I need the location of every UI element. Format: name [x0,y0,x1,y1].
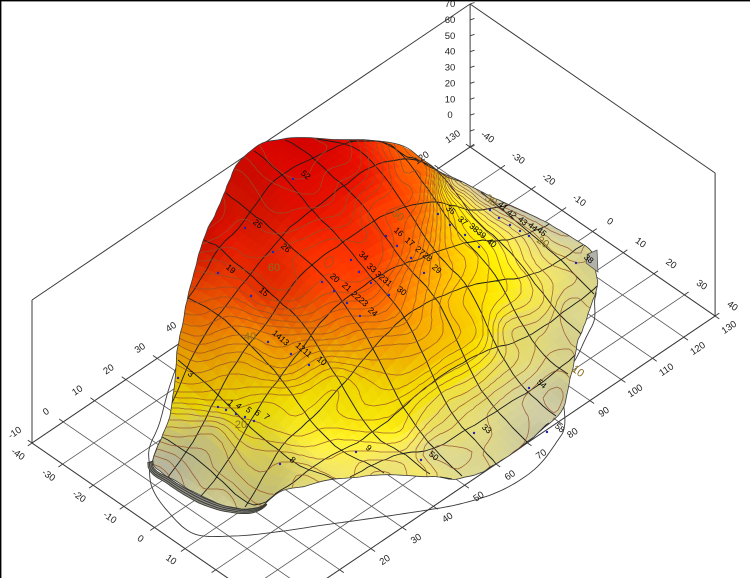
svg-text:0: 0 [604,216,615,228]
svg-text:10: 10 [70,383,85,398]
svg-text:60: 60 [268,262,280,274]
svg-text:20: 20 [534,234,551,251]
svg-text:70: 70 [534,447,549,462]
svg-text:0: 0 [41,406,52,418]
svg-text:10: 10 [163,553,178,568]
svg-text:80: 80 [565,426,580,441]
svg-text:6: 6 [253,407,263,418]
svg-text:3: 3 [186,368,196,379]
svg-text:10: 10 [445,94,456,105]
svg-text:40: 40 [244,331,256,343]
svg-text:30: 30 [133,341,148,356]
svg-text:5: 5 [244,404,254,415]
svg-text:60: 60 [445,15,456,26]
svg-text:10: 10 [633,236,648,251]
svg-text:30: 30 [694,278,709,293]
svg-text:40: 40 [725,299,740,314]
svg-text:40: 40 [164,320,179,335]
svg-text:70: 70 [445,0,456,10]
svg-text:40: 40 [440,511,455,526]
svg-text:40: 40 [445,47,456,58]
svg-text:50: 50 [471,489,486,504]
svg-text:30: 30 [409,532,424,547]
svg-text:50: 50 [445,31,456,42]
svg-text:30: 30 [482,192,499,209]
svg-text:20: 20 [235,419,247,431]
svg-text:10: 10 [569,363,586,380]
svg-text:50: 50 [389,207,406,224]
svg-text:8: 8 [288,454,298,465]
svg-text:0: 0 [135,533,146,545]
svg-text:90: 90 [597,405,612,420]
svg-text:9: 9 [364,442,374,453]
svg-text:7: 7 [262,411,272,422]
svg-text:60: 60 [503,468,518,483]
svg-text:20: 20 [378,553,393,568]
svg-text:20: 20 [445,78,456,89]
svg-text:1: 1 [226,397,236,408]
svg-text:0: 0 [447,110,452,121]
svg-text:20: 20 [101,362,116,377]
svg-text:4: 4 [234,400,244,411]
svg-text:30: 30 [445,63,456,74]
svg-text:20: 20 [663,257,678,272]
